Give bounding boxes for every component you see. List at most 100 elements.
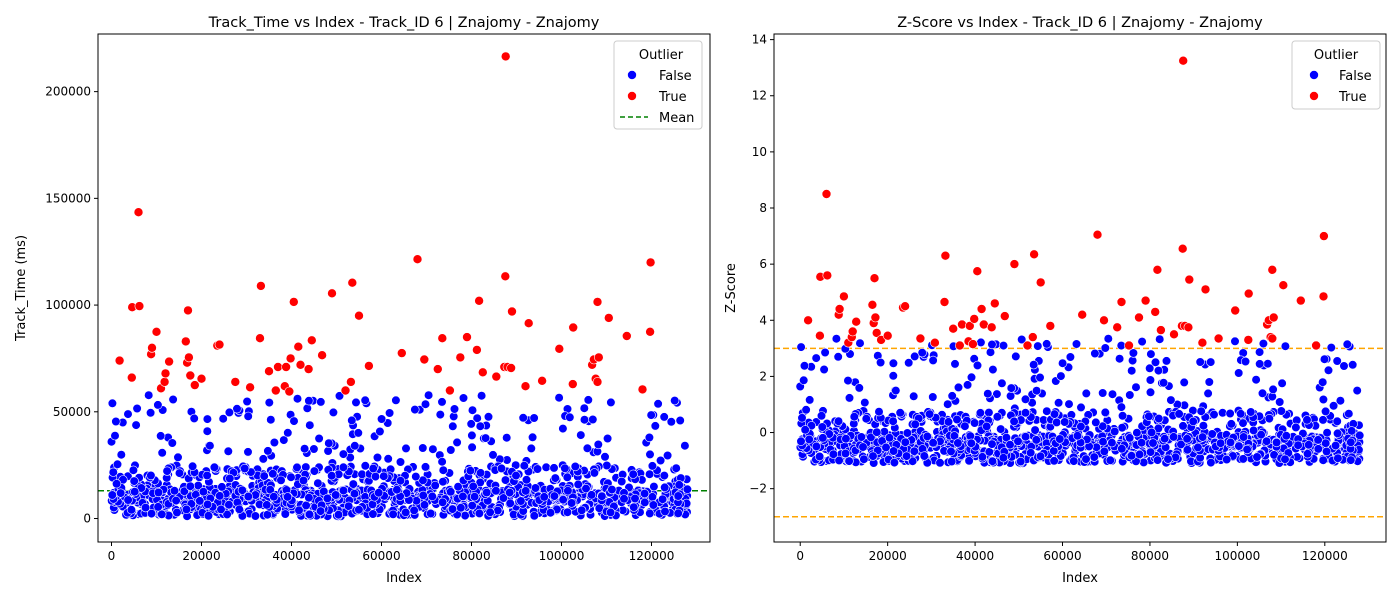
false-point: [983, 389, 993, 399]
false-point: [374, 488, 384, 498]
false-point: [485, 507, 495, 517]
false-point: [1146, 427, 1157, 438]
false-point: [619, 494, 629, 504]
false-point: [1225, 408, 1235, 419]
false-point: [391, 395, 401, 405]
true-point: [1183, 322, 1194, 333]
false-point: [577, 505, 587, 515]
false-point: [1268, 384, 1278, 395]
false-point: [1006, 383, 1016, 393]
false-point: [1321, 446, 1332, 457]
true-point: [567, 379, 578, 389]
false-point: [1081, 388, 1091, 399]
false-point: [493, 506, 503, 516]
false-point: [816, 411, 827, 421]
false-point: [1178, 421, 1188, 431]
true-point: [273, 362, 283, 372]
false-points: [106, 390, 693, 521]
false-point: [645, 508, 655, 519]
false-point: [1271, 437, 1282, 448]
false-point: [1089, 452, 1099, 462]
true-point: [1296, 295, 1306, 306]
false-point: [1255, 359, 1265, 369]
false-point: [1195, 357, 1205, 367]
false-point: [169, 486, 180, 496]
false-point: [1238, 418, 1248, 428]
false-point: [360, 461, 370, 471]
false-point: [237, 485, 247, 495]
false-point: [304, 493, 314, 503]
false-point: [1105, 455, 1115, 465]
false-point: [1323, 365, 1334, 375]
true-point: [1169, 329, 1179, 340]
false-point: [438, 465, 448, 475]
false-point: [377, 414, 387, 424]
false-point: [367, 499, 378, 510]
false-point: [1158, 378, 1169, 388]
true-point: [954, 340, 965, 351]
false-point: [1081, 454, 1091, 464]
false-point: [1348, 360, 1358, 370]
false-point: [1020, 408, 1031, 418]
true-point: [593, 352, 604, 363]
false-point: [1332, 416, 1342, 426]
false-point: [976, 337, 986, 348]
false-point: [1060, 417, 1070, 427]
false-point: [430, 480, 440, 491]
false-point: [360, 395, 370, 405]
y-tick-label: 6: [759, 257, 767, 271]
false-point: [427, 491, 437, 502]
false-point: [817, 422, 827, 432]
true-point: [554, 343, 565, 354]
false-point: [1176, 439, 1186, 450]
false-point: [447, 504, 458, 514]
false-point: [491, 486, 501, 496]
false-point: [833, 416, 844, 426]
false-point: [146, 408, 156, 418]
false-point: [1318, 377, 1328, 387]
false-point: [841, 434, 851, 444]
true-point: [637, 384, 648, 395]
false-point: [392, 485, 402, 495]
false-point: [327, 471, 337, 481]
false-point: [866, 432, 876, 442]
false-point: [222, 509, 232, 520]
x-tick-label: 80000: [452, 549, 490, 563]
true-point: [847, 326, 858, 337]
false-point: [628, 469, 638, 479]
false-point: [566, 498, 577, 508]
false-point: [266, 415, 276, 425]
false-point: [283, 492, 293, 502]
false-point: [224, 500, 234, 510]
true-point: [285, 353, 296, 364]
false-point: [1052, 417, 1062, 428]
false-point: [1011, 351, 1021, 362]
false-point: [799, 361, 810, 371]
false-point: [805, 395, 815, 405]
false-point: [998, 341, 1009, 351]
false-point: [984, 408, 994, 418]
false-point: [385, 408, 395, 418]
true-point: [134, 301, 145, 311]
false-point: [1031, 386, 1042, 396]
false-point: [647, 492, 658, 502]
false-point: [796, 436, 806, 446]
false-point: [875, 357, 886, 368]
true-point: [930, 337, 940, 348]
false-point: [217, 482, 227, 492]
false-point: [167, 438, 177, 448]
false-point: [1033, 341, 1043, 351]
false-point: [1335, 396, 1345, 406]
false-point: [466, 419, 476, 429]
false-point: [800, 425, 810, 435]
false-point: [849, 412, 859, 422]
true-point: [500, 271, 511, 282]
false-point: [532, 464, 543, 474]
false-point: [529, 511, 539, 521]
false-point: [1076, 422, 1086, 432]
true-point: [1134, 312, 1144, 323]
false-point: [1005, 440, 1015, 450]
true-point: [621, 331, 632, 341]
true-point: [190, 380, 200, 390]
